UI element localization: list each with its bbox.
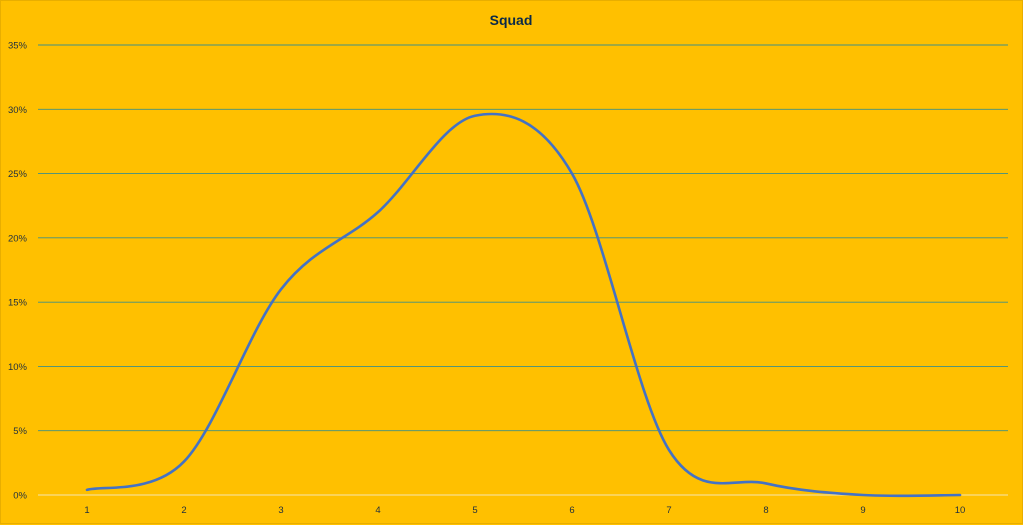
y-tick-label: 15% bbox=[8, 298, 28, 309]
y-axis-tick-labels: 0% 5% 10% 15% 20% 25% 30% 35% bbox=[8, 41, 28, 502]
x-tick-label: 7 bbox=[666, 505, 671, 516]
y-tick-label: 30% bbox=[8, 105, 28, 116]
chart-title: Squad bbox=[490, 12, 533, 28]
y-tick-label: 5% bbox=[13, 426, 27, 437]
y-tick-label: 35% bbox=[8, 41, 28, 52]
x-tick-label: 3 bbox=[278, 505, 283, 516]
x-tick-label: 4 bbox=[375, 505, 380, 516]
x-tick-label: 9 bbox=[860, 505, 865, 516]
x-tick-label: 6 bbox=[569, 505, 574, 516]
series-line bbox=[85, 112, 962, 498]
y-tick-label: 10% bbox=[8, 362, 28, 373]
y-tick-label: 25% bbox=[8, 169, 28, 180]
y-tick-label: 0% bbox=[13, 491, 27, 502]
x-tick-label: 10 bbox=[955, 505, 966, 516]
x-tick-label: 2 bbox=[181, 505, 186, 516]
x-axis-tick-labels: 1 2 3 4 5 6 7 8 9 10 bbox=[84, 505, 965, 516]
series-group bbox=[85, 112, 962, 498]
x-tick-label: 1 bbox=[84, 505, 89, 516]
y-tick-label: 20% bbox=[8, 233, 28, 244]
x-tick-label: 5 bbox=[472, 505, 477, 516]
x-tick-label: 8 bbox=[763, 505, 768, 516]
gridlines bbox=[38, 44, 1008, 496]
